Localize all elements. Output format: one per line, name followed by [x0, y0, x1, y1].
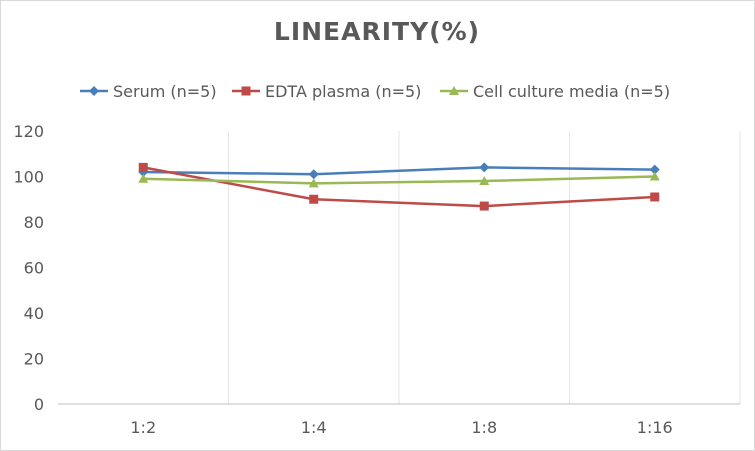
chart-title: LINEARITY(%) — [274, 17, 480, 46]
data-point — [650, 192, 660, 202]
y-tick-label: 40 — [24, 304, 44, 323]
y-tick-label: 120 — [13, 122, 44, 141]
x-tick-label: 1:8 — [471, 418, 497, 437]
data-point — [309, 194, 319, 204]
series-2 — [138, 162, 660, 211]
legend-item: Serum (n=5) — [80, 82, 217, 101]
data-point — [479, 162, 490, 173]
legend-item: EDTA plasma (n=5) — [232, 82, 421, 101]
data-point — [308, 178, 319, 188]
series-line — [143, 166, 655, 176]
x-axis: 1:2 1:4 1:8 1:16 — [58, 403, 740, 437]
y-tick-label: 100 — [13, 168, 44, 187]
series-line — [143, 175, 655, 185]
x-tick-label: 1:16 — [637, 418, 673, 437]
y-axis: 0 20 40 60 80 100 120 — [13, 122, 44, 414]
y-tick-label: 0 — [34, 395, 44, 414]
data-point — [138, 173, 149, 183]
series-layer — [138, 162, 660, 211]
data-point — [479, 201, 489, 211]
legend-marker — [241, 86, 251, 96]
data-point — [649, 171, 660, 181]
legend-label: Serum (n=5) — [113, 82, 217, 101]
series-3 — [138, 171, 660, 188]
data-point — [479, 176, 490, 186]
series-line — [143, 166, 655, 208]
legend-marker — [89, 86, 99, 96]
y-tick-label: 20 — [24, 350, 44, 369]
y-tick-label: 80 — [24, 213, 44, 232]
y-tick-label: 60 — [24, 259, 44, 278]
legend-label: EDTA plasma (n=5) — [265, 82, 421, 101]
legend-item: Cell culture media (n=5) — [440, 82, 670, 101]
legend-label: Cell culture media (n=5) — [473, 82, 670, 101]
data-point — [308, 169, 319, 180]
data-point — [649, 164, 660, 175]
grid — [228, 131, 741, 404]
legend: Serum (n=5) EDTA plasma (n=5) Cell culture… — [80, 82, 670, 101]
x-tick-label: 1:4 — [301, 418, 327, 437]
legend-marker — [449, 86, 459, 95]
data-point — [138, 162, 148, 172]
x-tick-label: 1:2 — [130, 418, 156, 437]
